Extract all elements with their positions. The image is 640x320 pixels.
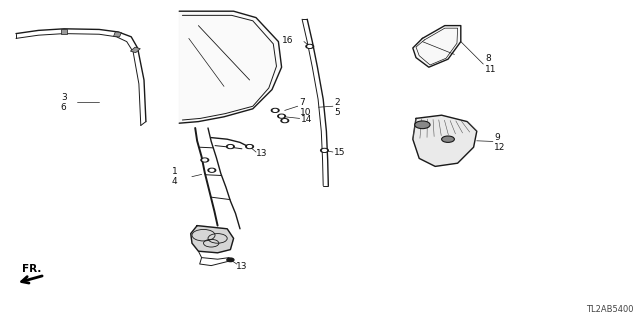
Circle shape — [415, 121, 430, 129]
Circle shape — [208, 168, 216, 172]
Circle shape — [210, 169, 214, 171]
Text: 9
12: 9 12 — [494, 133, 506, 152]
Circle shape — [248, 146, 252, 148]
Circle shape — [442, 136, 454, 142]
Circle shape — [321, 148, 328, 152]
Polygon shape — [413, 115, 477, 166]
Circle shape — [201, 158, 209, 162]
Circle shape — [227, 145, 234, 148]
Circle shape — [280, 115, 284, 117]
Circle shape — [273, 109, 277, 111]
Text: 2
5: 2 5 — [334, 98, 340, 117]
Circle shape — [227, 258, 234, 262]
Text: 8
11: 8 11 — [485, 54, 497, 74]
Polygon shape — [131, 47, 140, 53]
Circle shape — [281, 119, 289, 123]
Text: 13: 13 — [236, 262, 247, 271]
Circle shape — [278, 114, 285, 118]
Circle shape — [228, 146, 232, 148]
Circle shape — [246, 145, 253, 148]
Polygon shape — [179, 11, 282, 123]
Circle shape — [306, 44, 314, 48]
Polygon shape — [61, 29, 67, 34]
Circle shape — [271, 108, 279, 112]
Text: FR.: FR. — [22, 264, 42, 274]
Text: 13: 13 — [256, 149, 268, 158]
Polygon shape — [413, 26, 461, 67]
Circle shape — [308, 45, 312, 47]
Text: 3
6: 3 6 — [61, 93, 67, 112]
Circle shape — [283, 120, 287, 122]
Text: 1
4: 1 4 — [172, 167, 177, 186]
Text: 14: 14 — [301, 115, 312, 124]
Circle shape — [323, 149, 326, 151]
Text: TL2AB5400: TL2AB5400 — [586, 305, 634, 314]
Text: 16: 16 — [282, 36, 293, 45]
Text: 7
10: 7 10 — [300, 98, 311, 117]
Circle shape — [203, 159, 207, 161]
Polygon shape — [113, 32, 122, 37]
Polygon shape — [191, 226, 234, 253]
Text: 15: 15 — [334, 148, 346, 157]
